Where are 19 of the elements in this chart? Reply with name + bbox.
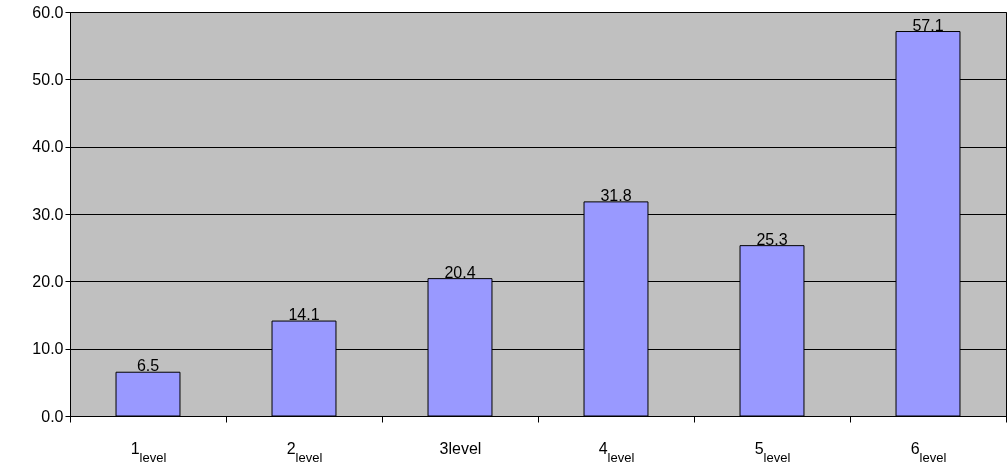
data-label: 31.8 bbox=[600, 186, 632, 204]
data-label: 20.4 bbox=[444, 263, 476, 281]
y-tick-label: 20.0 bbox=[32, 272, 64, 290]
y-tick-label: 30.0 bbox=[32, 205, 64, 223]
data-label: 14.1 bbox=[288, 306, 320, 324]
y-tick-label: 60.0 bbox=[32, 3, 64, 21]
x-tick-label: 2$_{level}$ bbox=[286, 439, 323, 464]
data-label: 6.5 bbox=[136, 357, 160, 375]
data-label: 57.1 bbox=[912, 16, 944, 34]
y-tick-label: 40.0 bbox=[32, 138, 64, 156]
x-tick-label: 1$_{level}$ bbox=[130, 439, 167, 464]
data-label: 25.3 bbox=[756, 230, 788, 248]
x-tick-label: 4$_{level}$ bbox=[598, 439, 635, 464]
x-tick-label: 6$_{level}$ bbox=[910, 439, 947, 464]
x-tick-label: 5$_{level}$ bbox=[754, 439, 791, 464]
x-tick-label: 3level bbox=[439, 439, 482, 457]
y-tick-label: 10.0 bbox=[32, 340, 64, 358]
y-tick-label: 50.0 bbox=[32, 70, 64, 88]
y-tick-label: 0.0 bbox=[41, 407, 64, 425]
